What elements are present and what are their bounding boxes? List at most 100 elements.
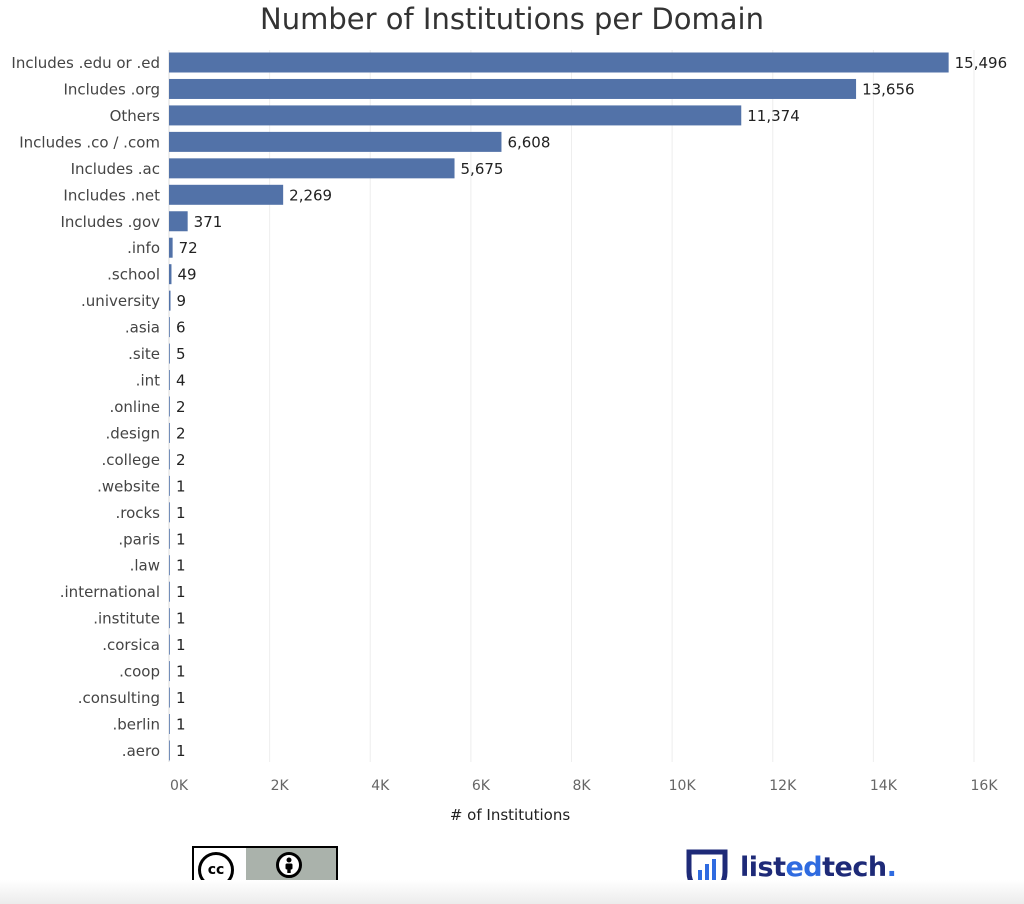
x-tick-label: 6K (472, 778, 491, 794)
bar[interactable] (169, 528, 170, 549)
value-label: 1 (176, 610, 186, 628)
brand-part-list: list (740, 852, 786, 883)
value-label: 2 (176, 451, 186, 469)
bar[interactable] (169, 608, 170, 629)
category-label: .college (101, 451, 160, 469)
value-label: 1 (176, 742, 186, 760)
bar[interactable] (169, 422, 170, 443)
category-label: .asia (125, 319, 160, 337)
category-label: Others (110, 107, 161, 125)
brand-dot: . (886, 852, 897, 883)
bar[interactable] (169, 555, 170, 576)
bar[interactable] (169, 131, 502, 152)
bar[interactable] (169, 264, 172, 285)
category-label: Includes .ac (71, 160, 160, 178)
value-label: 49 (177, 266, 196, 284)
category-labels: Includes .edu or .ed Includes .org Others I… (11, 54, 160, 760)
value-label: 1 (176, 716, 186, 734)
category-label: Includes .net (63, 186, 160, 204)
attribution-person-icon (276, 852, 302, 878)
category-label: .corsica (102, 636, 160, 654)
value-label: 2 (176, 398, 186, 416)
category-label: .school (107, 266, 160, 284)
x-tick-label: 8K (572, 778, 591, 794)
bar[interactable] (169, 661, 170, 682)
bars (169, 52, 949, 761)
bar[interactable] (169, 581, 170, 602)
category-label: .coop (119, 663, 160, 681)
category-label: .online (109, 398, 160, 416)
x-axis-ticks: 0K 2K 4K 6K 8K 10K 12K 14K 16K (170, 778, 998, 794)
bar[interactable] (169, 52, 949, 73)
bar[interactable] (169, 687, 170, 708)
value-label: 72 (179, 239, 198, 257)
category-label: .int (136, 372, 160, 390)
value-label: 15,496 (955, 54, 1008, 72)
value-label: 6 (176, 319, 186, 337)
brand-part-ed: ed (785, 852, 823, 883)
bar[interactable] (169, 634, 170, 655)
category-label: .info (127, 239, 160, 257)
x-tick-label: 16K (971, 778, 999, 794)
bar[interactable] (169, 158, 455, 179)
category-label: Includes .co / .com (19, 133, 160, 151)
bar[interactable] (169, 317, 170, 338)
value-label: 371 (194, 213, 223, 231)
bar[interactable] (169, 370, 170, 391)
bar-chart: Includes .edu or .ed Includes .org Others I… (11, 50, 1008, 794)
bar[interactable] (169, 237, 173, 258)
bar[interactable] (169, 714, 170, 734)
value-label: 1 (176, 636, 186, 654)
bar[interactable] (169, 105, 742, 126)
value-label: 13,656 (862, 80, 915, 98)
chart-title: Number of Institutions per Domain (260, 2, 764, 36)
bar[interactable] (169, 740, 170, 761)
category-label: .international (60, 583, 160, 601)
category-label: Includes .org (63, 80, 160, 98)
x-axis-title: # of Institutions (449, 806, 571, 824)
value-label: 1 (176, 583, 186, 601)
value-label: 1 (176, 557, 186, 575)
listedtech-logo[interactable]: listedtech. (684, 844, 924, 900)
category-label: .paris (118, 530, 160, 548)
brand-name: listedtech. (740, 852, 897, 883)
bar[interactable] (169, 502, 170, 523)
value-label: 2 (176, 424, 186, 442)
bar[interactable] (169, 184, 284, 205)
x-tick-label: 10K (669, 778, 697, 794)
category-label: Includes .gov (60, 213, 160, 231)
bar[interactable] (169, 78, 857, 99)
category-label: .institute (93, 610, 160, 628)
category-label: Includes .edu or .ed (11, 54, 160, 72)
x-tick-label: 12K (769, 778, 797, 794)
category-label: .rocks (115, 504, 160, 522)
bar[interactable] (169, 396, 170, 417)
value-label: 5,675 (461, 160, 504, 178)
bottom-shadow (0, 880, 1024, 904)
bar[interactable] (169, 343, 170, 364)
grid-lines (168, 50, 975, 762)
brand-part-tech: tech (822, 852, 887, 883)
category-label: .law (130, 557, 160, 575)
bar[interactable] (169, 449, 170, 470)
bar[interactable] (169, 475, 170, 496)
bar[interactable] (169, 211, 188, 232)
category-label: .university (81, 292, 160, 310)
value-label: 1 (176, 504, 186, 522)
category-label: .site (128, 345, 160, 363)
value-label: 2,269 (289, 186, 332, 204)
x-tick-label: 0K (170, 778, 189, 794)
category-label: .consulting (78, 689, 160, 707)
category-label: .berlin (112, 716, 160, 734)
x-tick-label: 2K (271, 778, 290, 794)
bar[interactable] (169, 290, 171, 311)
x-tick-label: 14K (870, 778, 898, 794)
category-label: .aero (122, 742, 160, 760)
value-label: 1 (176, 530, 186, 548)
value-label: 5 (176, 345, 186, 363)
value-label: 11,374 (747, 107, 800, 125)
category-label: .design (105, 424, 160, 442)
value-label: 1 (176, 689, 186, 707)
value-label: 9 (177, 292, 187, 310)
value-label: 4 (176, 372, 186, 390)
